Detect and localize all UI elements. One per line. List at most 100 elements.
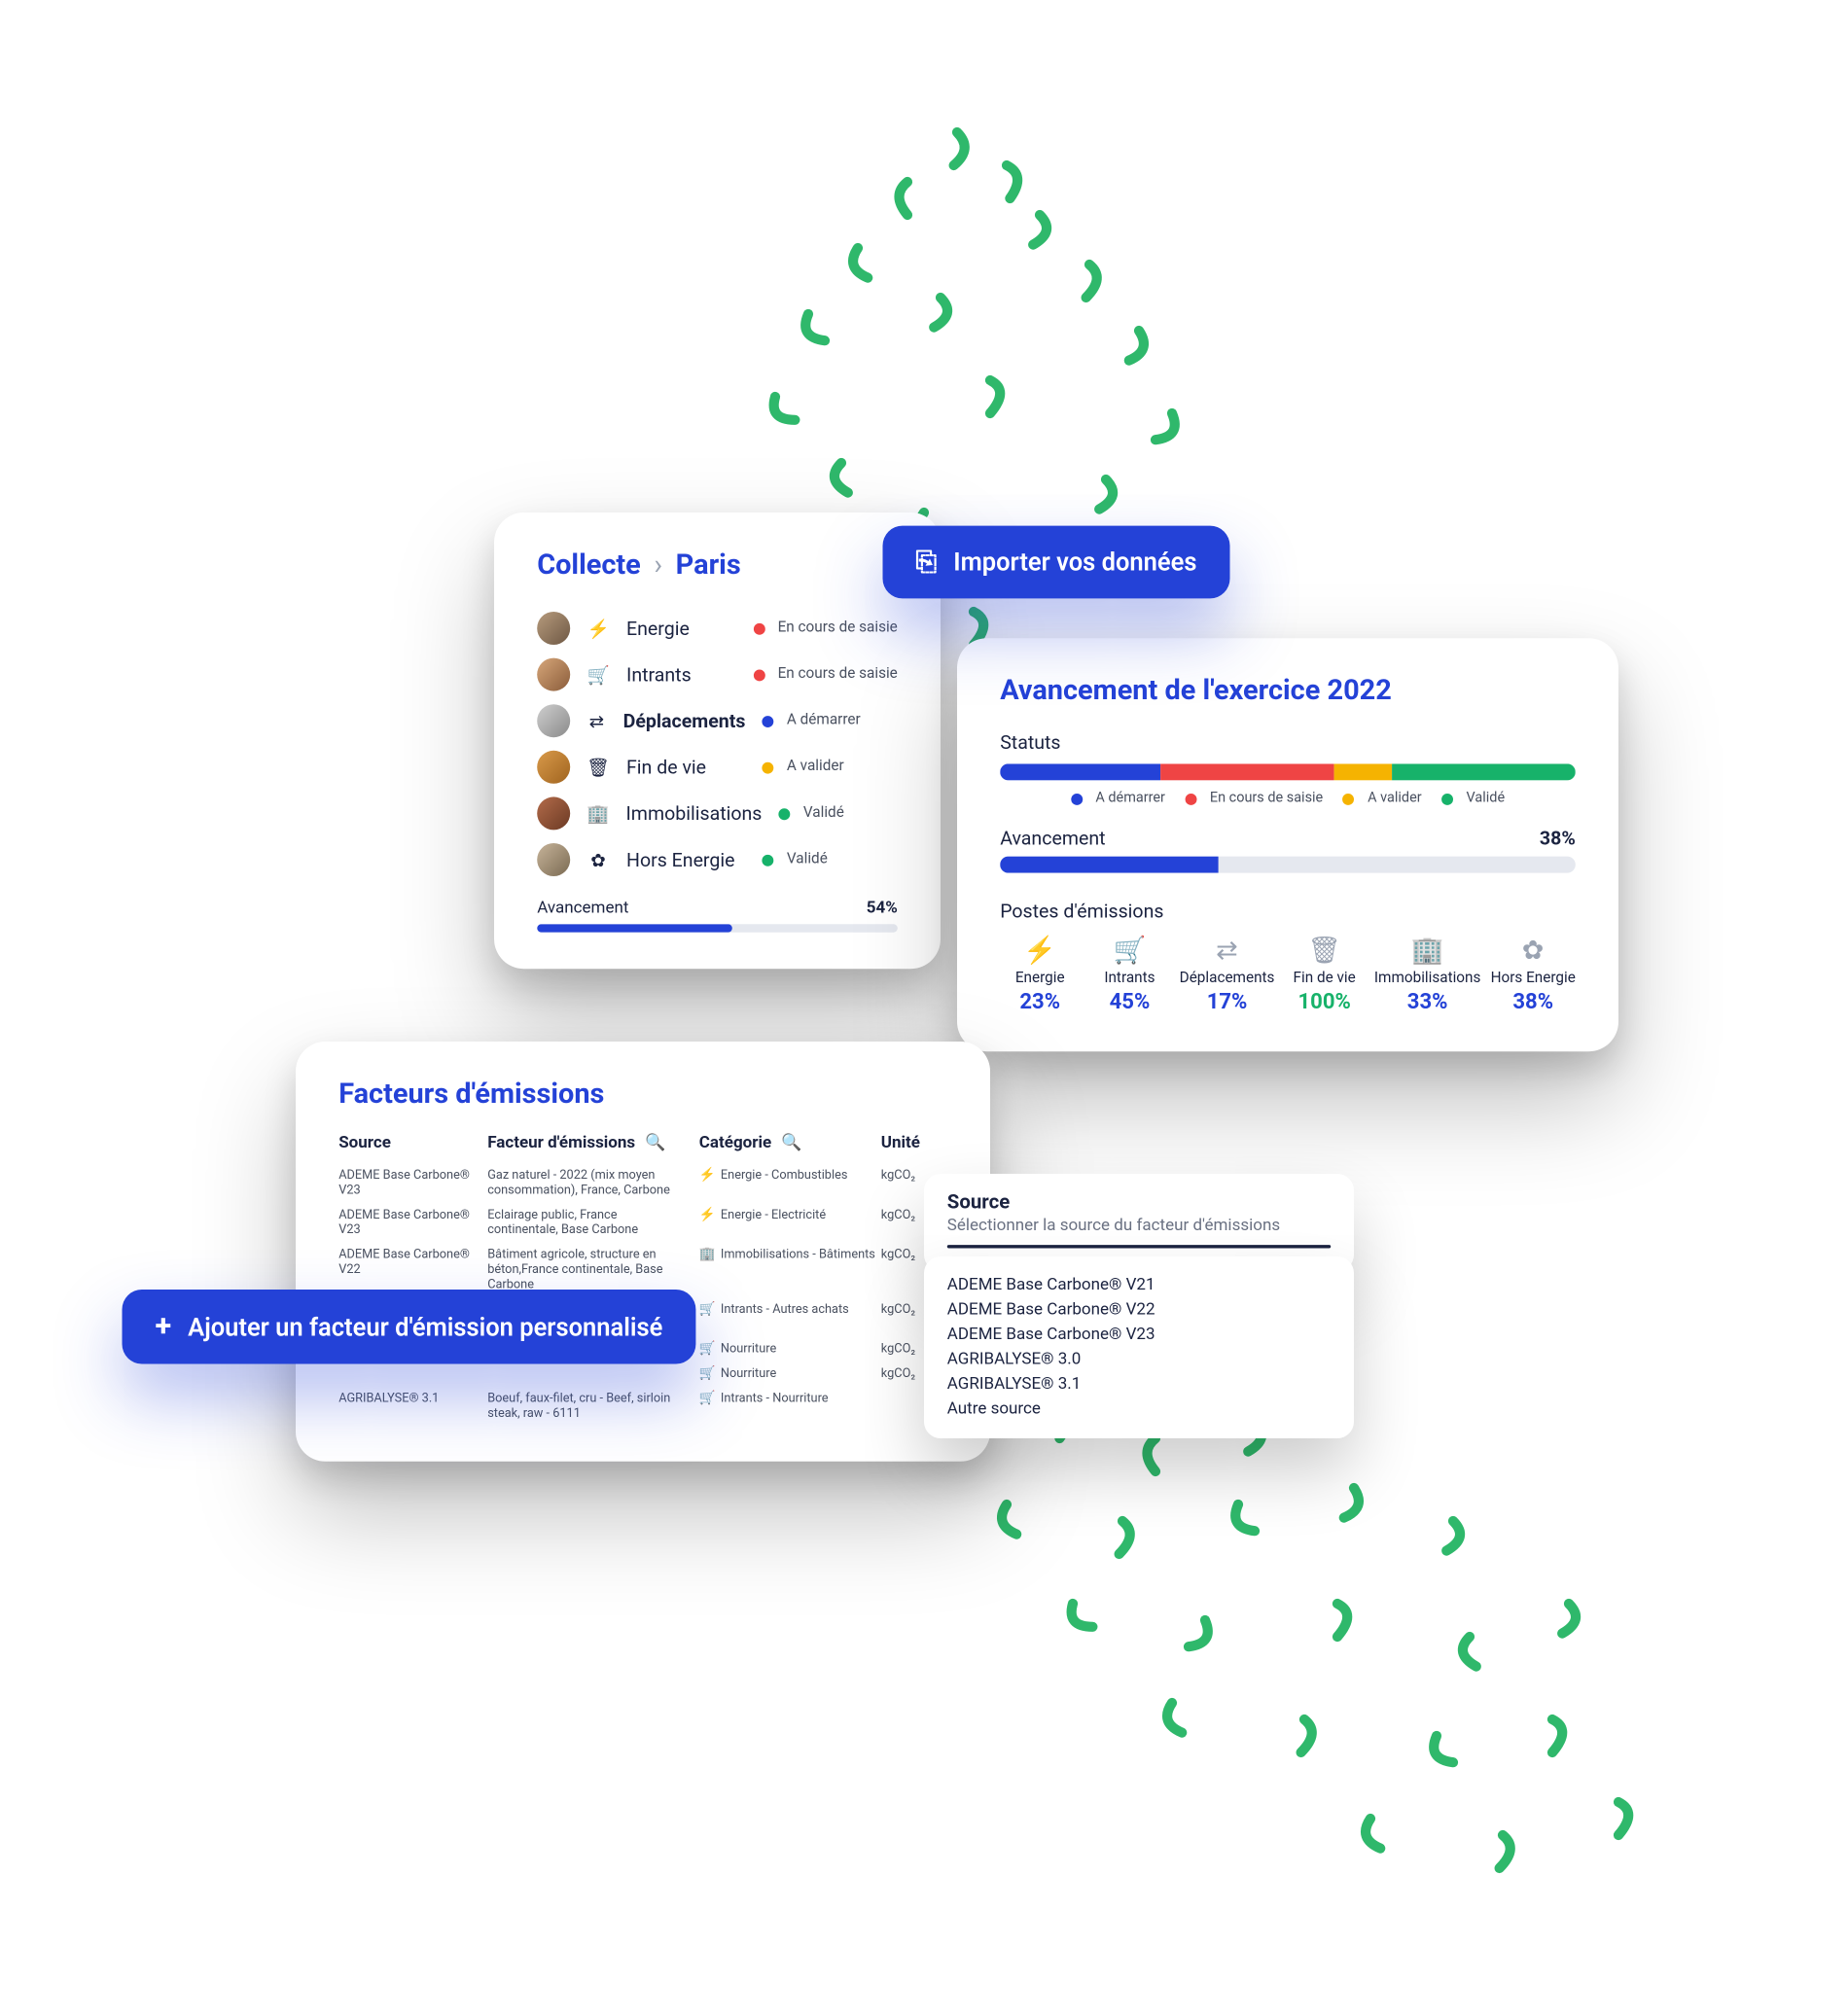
header-source: Source xyxy=(338,1134,487,1152)
category-icon: 🏢 xyxy=(586,802,609,824)
category-icon: 🛒 xyxy=(586,663,610,685)
poste-item[interactable]: ⚡ Energie 23% xyxy=(1000,932,1080,1014)
add-factor-label: Ajouter un facteur d'émission personnali… xyxy=(188,1311,662,1341)
category-row[interactable]: 🗑 Fin de vie A valider xyxy=(537,744,898,791)
header-cat: Catégorie xyxy=(699,1134,771,1152)
header-unit: Unité xyxy=(881,1134,947,1152)
poste-item[interactable]: 🛒 Intrants 45% xyxy=(1089,932,1169,1014)
postes-label: Postes d'émissions xyxy=(1000,899,1576,922)
category-status: En cours de saisie xyxy=(753,666,898,683)
row-cat: 🛒Nourriture xyxy=(699,1340,881,1355)
source-dropdown-list: ADEME Base Carbone® V21ADEME Base Carbon… xyxy=(924,1256,1354,1438)
poste-item[interactable]: ✿ Hors Energie 38% xyxy=(1491,932,1576,1014)
poste-item[interactable]: 🗑 Fin de vie 100% xyxy=(1285,932,1365,1014)
status-bar xyxy=(1000,763,1576,780)
avatar xyxy=(537,657,570,690)
category-status: A démarrer xyxy=(762,712,897,728)
poste-icon: 🗑 xyxy=(1285,932,1365,965)
source-option[interactable]: Autre source xyxy=(947,1397,1331,1422)
category-name: Hors Energie xyxy=(626,848,745,871)
facteur-row[interactable]: ADEME Base Carbone® V23 Eclairage public… xyxy=(338,1201,947,1241)
category-status: Validé xyxy=(762,851,897,867)
poste-name: Energie xyxy=(1000,970,1080,986)
row-fe: Gaz naturel - 2022 (mix moyen consommati… xyxy=(487,1167,699,1197)
add-factor-button[interactable]: + Ajouter un facteur d'émission personna… xyxy=(123,1290,696,1364)
avatar xyxy=(537,704,570,737)
card-facteurs: Facteurs d'émissions Source Facteur d'ém… xyxy=(296,1042,990,1462)
category-status: Validé xyxy=(778,804,913,821)
avatar xyxy=(537,796,570,830)
poste-value: 17% xyxy=(1180,990,1275,1015)
row-source: AGRIBALYSE® 3.1 xyxy=(338,1390,487,1404)
source-option[interactable]: ADEME Base Carbone® V22 xyxy=(947,1297,1331,1323)
category-name: Intrants xyxy=(626,662,736,686)
import-button-label: Importer vos données xyxy=(953,547,1196,577)
poste-icon: 🏢 xyxy=(1374,932,1480,965)
avancement-value: 54% xyxy=(867,899,898,917)
row-cat: 🛒Nourriture xyxy=(699,1365,881,1380)
header-fe: Facteur d'émissions xyxy=(487,1134,635,1152)
poste-item[interactable]: 🏢 Immobilisations 33% xyxy=(1374,932,1480,1014)
status-segment xyxy=(1391,763,1575,780)
plus-icon: + xyxy=(156,1309,172,1344)
poste-icon: ⚡ xyxy=(1000,932,1080,965)
source-option[interactable]: ADEME Base Carbone® V23 xyxy=(947,1323,1331,1348)
decorative-squiggles-bottom xyxy=(924,1389,1685,1918)
category-icon: ⇄ xyxy=(586,710,606,731)
category-icon: 🗑 xyxy=(586,756,610,777)
facteur-row[interactable]: AGRIBALYSE® 3.1 Boeuf, faux-filet, cru -… xyxy=(338,1385,947,1425)
poste-item[interactable]: ⇄ Déplacements 17% xyxy=(1180,932,1275,1014)
category-row[interactable]: 🏢 Immobilisations Validé xyxy=(537,790,898,836)
poste-value: 45% xyxy=(1089,990,1169,1015)
legend-item: A valider xyxy=(1343,790,1422,806)
avatar xyxy=(537,750,570,783)
facteur-row[interactable]: ADEME Base Carbone® V23 Gaz naturel - 20… xyxy=(338,1162,947,1202)
category-icon: ✿ xyxy=(586,848,610,869)
row-source: ADEME Base Carbone® V23 xyxy=(338,1207,487,1237)
row-source: ADEME Base Carbone® V23 xyxy=(338,1167,487,1197)
source-option[interactable]: AGRIBALYSE® 3.0 xyxy=(947,1347,1331,1372)
poste-value: 23% xyxy=(1000,990,1080,1015)
poste-name: Déplacements xyxy=(1180,970,1275,986)
source-placeholder: Sélectionner la source du facteur d'émis… xyxy=(947,1217,1331,1235)
breadcrumb-collecte[interactable]: Collecte xyxy=(537,548,641,582)
search-icon[interactable]: 🔍 xyxy=(781,1134,801,1152)
category-name: Immobilisations xyxy=(625,801,762,825)
poste-value: 33% xyxy=(1374,990,1480,1015)
category-icon: ⚡ xyxy=(586,617,610,638)
row-fe: Eclairage public, France continentale, B… xyxy=(487,1207,699,1237)
card-avancement: Avancement de l'exercice 2022 Statuts A … xyxy=(957,638,1618,1051)
category-status: A valider xyxy=(762,759,897,775)
status-segment xyxy=(1333,763,1391,780)
poste-value: 100% xyxy=(1285,990,1365,1015)
legend-item: Validé xyxy=(1441,790,1505,806)
poste-icon: 🛒 xyxy=(1089,932,1169,965)
search-icon[interactable]: 🔍 xyxy=(645,1134,665,1152)
facteur-row[interactable]: ADEME Base Carbone® V22 Bâtiment agricol… xyxy=(338,1241,947,1295)
source-option[interactable]: AGRIBALYSE® 3.1 xyxy=(947,1372,1331,1397)
import-button[interactable]: ⎘ Importer vos données xyxy=(883,525,1230,598)
avancement2-value: 38% xyxy=(1540,827,1576,850)
card-collecte: Collecte › Paris ⚡ Energie En cours de s… xyxy=(494,513,941,969)
avancement-bar xyxy=(537,924,898,933)
category-name: Energie xyxy=(626,617,736,640)
avancement-title: Avancement de l'exercice 2022 xyxy=(1000,674,1576,707)
poste-name: Hors Energie xyxy=(1491,970,1576,986)
status-legend: A démarrerEn cours de saisieA validerVal… xyxy=(1000,790,1576,806)
category-row[interactable]: ⇄ Déplacements A démarrer xyxy=(537,697,898,744)
poste-name: Intrants xyxy=(1089,970,1169,986)
category-row[interactable]: ⚡ Energie En cours de saisie xyxy=(537,605,898,652)
row-source: ADEME Base Carbone® V22 xyxy=(338,1246,487,1276)
category-row[interactable]: ✿ Hors Energie Validé xyxy=(537,836,898,883)
category-row[interactable]: 🛒 Intrants En cours de saisie xyxy=(537,651,898,697)
legend-item: A démarrer xyxy=(1071,790,1165,806)
breadcrumb-current: Paris xyxy=(676,548,741,582)
row-fe: Boeuf, faux-filet, cru - Beef, sirloin s… xyxy=(487,1390,699,1420)
row-cat: 🛒Intrants - Autres achats xyxy=(699,1300,881,1315)
import-icon: ⎘ xyxy=(916,546,938,579)
poste-name: Fin de vie xyxy=(1285,970,1365,986)
avancement2-bar xyxy=(1000,856,1576,872)
facteurs-headers: Source Facteur d'émissions 🔍 Catégorie 🔍 U… xyxy=(338,1134,947,1162)
source-option[interactable]: ADEME Base Carbone® V21 xyxy=(947,1273,1331,1298)
status-segment xyxy=(1161,763,1333,780)
